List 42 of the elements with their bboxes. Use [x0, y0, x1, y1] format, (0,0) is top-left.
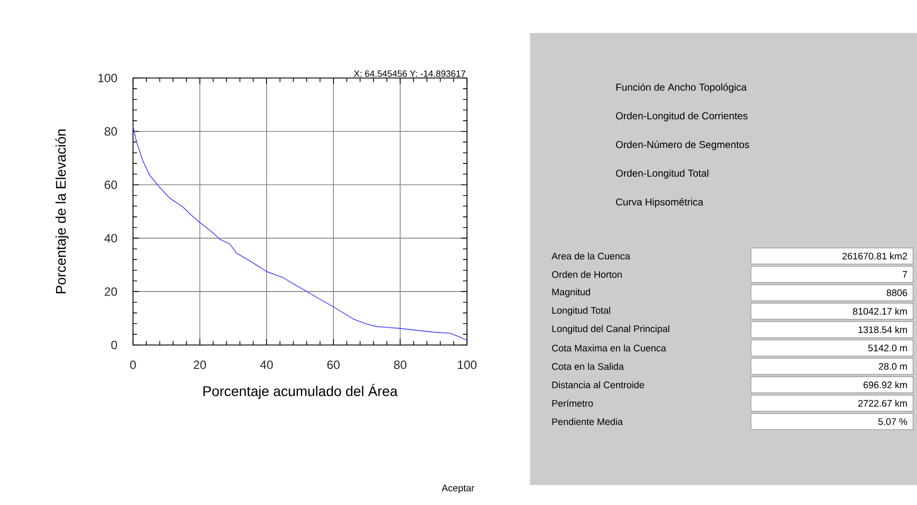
x-tick-label: 100 — [458, 360, 477, 370]
text: Orden-Longitud Total — [616, 169, 708, 179]
x-tick-label: 40 — [260, 360, 273, 370]
text: Cota Maxima en la Cuenca — [552, 344, 666, 352]
text: Cota en la Salida — [552, 362, 624, 370]
text: Area de la Cuenca — [552, 252, 630, 260]
text: 696.92 km — [864, 381, 907, 388]
text: 261670.81 km2 — [842, 252, 907, 260]
text: Longitud Total — [552, 306, 610, 316]
y-tick-label: 60 — [104, 180, 118, 190]
text: 2722.67 km — [858, 400, 907, 407]
text: Curva Hipsométrica — [616, 198, 704, 208]
text: 8806 — [886, 289, 908, 296]
text: 5.07 % — [878, 418, 908, 425]
text: Aceptar — [442, 484, 474, 494]
x-axis-title: Porcentaje acumulado del Área — [203, 384, 398, 399]
y-axis-title: Porcentaje de la Elevación — [55, 130, 69, 294]
text: 5142.0 m — [868, 344, 907, 352]
text: 1318.54 km — [858, 326, 907, 334]
x-tick-label: 0 — [130, 360, 136, 370]
text: 7 — [902, 271, 908, 278]
text: 28.0 m — [878, 363, 907, 370]
text: Distancia al Centroide — [552, 381, 644, 388]
y-tick-label: 20 — [104, 287, 118, 296]
text: Pendiente Media — [552, 418, 623, 426]
x-tick-label: 80 — [394, 360, 406, 370]
text: 81042.17 km — [852, 308, 907, 315]
y-tick-label: 100 — [98, 74, 118, 82]
text: Orden de Horton — [552, 270, 622, 278]
text: Perímetro — [552, 400, 593, 407]
text: Orden-Número de Segmentos — [616, 140, 750, 150]
y-tick-label: 80 — [104, 127, 118, 136]
x-tick-label: 60 — [327, 360, 340, 370]
text: Función de Ancho Topológica — [616, 83, 747, 93]
x-tick-label: 20 — [194, 360, 206, 370]
y-tick-label: 40 — [104, 234, 118, 242]
text: Magnitud — [552, 288, 590, 298]
text: X: 64.545456 Y: -14.893617 — [354, 70, 466, 77]
line-series — [132, 126, 468, 341]
text: Orden-Longitud de Corrientes — [616, 112, 748, 122]
y-tick-label: 0 — [111, 340, 118, 350]
text: Longitud del Canal Principal — [552, 325, 670, 334]
